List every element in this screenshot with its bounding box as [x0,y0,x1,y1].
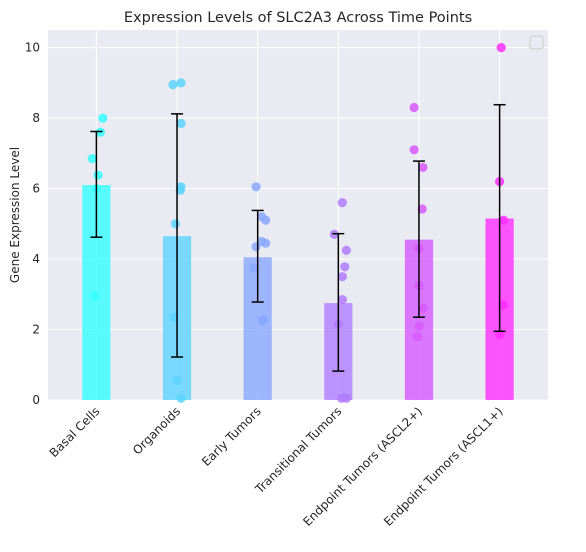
data-point [176,393,186,403]
y-tick-label: 2 [32,323,40,337]
x-tick-label: Early Tumors [199,404,264,469]
data-point [499,300,509,310]
data-point [259,315,269,325]
data-point [414,321,424,331]
data-point [176,78,186,88]
data-point [176,118,186,128]
data-point [418,303,428,313]
data-point [341,393,351,403]
error-layer [90,103,506,372]
y-tick-label: 6 [32,182,40,196]
y-tick-label: 4 [32,252,40,266]
plot-background [48,30,548,400]
data-point [337,272,347,282]
data-point [261,238,271,248]
data-point [417,204,427,214]
data-point [251,182,261,192]
y-tick-label: 0 [32,393,40,407]
y-tick-label: 10 [25,41,40,55]
data-point [337,198,347,208]
data-point [172,376,182,386]
x-tick-label: Organoids [130,404,183,457]
data-point [251,242,261,252]
y-tick-label: 8 [32,111,40,125]
data-point [98,113,108,123]
data-point [496,43,506,53]
data-point [409,145,419,155]
data-point [499,215,509,225]
data-point [170,219,181,229]
data-point [337,294,347,305]
data-point [169,312,179,322]
x-tick-label: Basal Cells [47,404,103,460]
x-tick-label: Transitional Tumors [252,404,345,497]
y-axis-label: Gene Expression Level [8,147,22,283]
data-point [418,162,428,173]
data-point [93,170,103,180]
data-point [168,80,178,90]
data-point [261,215,271,225]
data-point [175,185,185,195]
data-point [341,245,351,255]
chart-title: Expression Levels of SLC2A3 Across Time … [124,10,472,26]
legend-box [529,35,544,50]
data-point [412,331,422,342]
data-point [249,263,259,273]
data-point [409,102,419,113]
point-layer [87,43,509,403]
data-point [340,262,350,272]
data-point [87,154,97,164]
data-point [90,291,100,301]
data-point [495,330,505,340]
